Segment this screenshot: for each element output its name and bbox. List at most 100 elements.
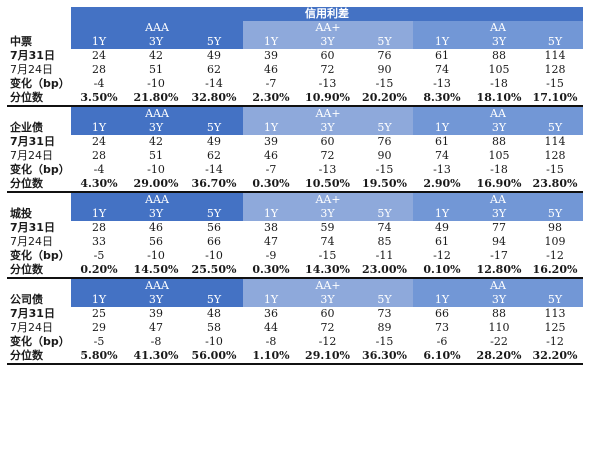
table-cell: -18 [471,77,527,91]
table-row: 分位数 3.50% 21.80% 32.80% 2.30% 10.90% 20.20% 8.3… [7,91,583,107]
tenor-header: 5Y [185,207,243,221]
tenor-header: 3Y [471,35,527,49]
table-cell: -9 [243,249,299,263]
table-cell: -15 [356,77,413,91]
table-cell: -13 [299,77,356,91]
tenor-header: 3Y [471,207,527,221]
table-cell: -10 [127,77,185,91]
table-cell: 16.90% [471,177,527,193]
table-cell: 51 [127,149,185,163]
table-cell: 2.30% [243,91,299,107]
table-cell: 39 [243,135,299,149]
table-cell: -4 [71,77,127,91]
table-cell: 18.10% [471,91,527,107]
table-cell: 20.20% [356,91,413,107]
table-cell: 56.00% [185,349,243,365]
tenor-header: 1Y [243,207,299,221]
tenor-header: 3Y [127,121,185,135]
tenor-header: 3Y [127,293,185,307]
row-label: 7月31日 [10,135,55,148]
table-cell: 1.10% [243,349,299,365]
table-cell: 29.00% [127,177,185,193]
table-cell: -5 [71,249,127,263]
tenor-header: 1Y [71,207,127,221]
tenor-header: 5Y [527,121,583,135]
table-cell: 49 [185,49,243,63]
table-row: 7月24日 28 51 62 46 72 90 74 105 128 [7,63,583,77]
table-cell: 49 [413,221,471,235]
table-cell: 88 [471,307,527,321]
table-cell: 109 [527,235,583,249]
table-row: 变化（bp） -5 -10 -10 -9 -15 -11 -12 -17 -12 [7,249,583,263]
tenor-header: 1Y [413,293,471,307]
table-cell: 36.70% [185,177,243,193]
rating-header-row: AAA AA+ AA [7,278,583,293]
tenor-header: 3Y [299,35,356,49]
row-label: 7月24日 [10,321,53,334]
table-cell: -12 [413,249,471,263]
table-row: 7月31日 24 42 49 39 60 76 61 88 114 [7,49,583,63]
table-cell: 72 [299,149,356,163]
table-cell: -22 [471,335,527,349]
tenor-header: 5Y [356,293,413,307]
table-cell: 88 [471,135,527,149]
table-cell: 23.00% [356,263,413,279]
rating-header: AA [413,106,583,121]
table-cell: 105 [471,149,527,163]
table-cell: 33 [71,235,127,249]
table-cell: 28 [71,63,127,77]
table-cell: 21.80% [127,91,185,107]
table-cell: 46 [127,221,185,235]
table-cell: 61 [413,235,471,249]
table-cell: 0.30% [243,263,299,279]
row-label: 变化（bp） [10,249,70,262]
section-corner [7,192,71,207]
table-cell: 28 [71,149,127,163]
table-cell: 46 [243,149,299,163]
table-cell: -14 [185,77,243,91]
tenor-header: 3Y [299,293,356,307]
credit-spread-table: 信用利差 AAA AA+ AA 中票 1Y 3Y 5Y 1Y 3Y 5Y 1Y 3Y 5Y 7月31日 24… [7,7,583,365]
rating-header: AA+ [243,192,413,207]
table-cell: -15 [527,163,583,177]
table-row: 变化（bp） -4 -10 -14 -7 -13 -15 -13 -18 -15 [7,163,583,177]
table-cell: 19.50% [356,177,413,193]
tenor-header: 5Y [527,293,583,307]
table-cell: 88 [471,49,527,63]
table-cell: 2.90% [413,177,471,193]
table-cell: -10 [127,163,185,177]
title-corner [7,7,71,21]
table-cell: 25 [71,307,127,321]
table-row: 7月31日 28 46 56 38 59 74 49 77 98 [7,221,583,235]
tenor-header: 3Y [471,293,527,307]
rating-header: AAA [71,21,243,35]
table-cell: 76 [356,49,413,63]
table-cell: 74 [413,149,471,163]
table-cell: 77 [471,221,527,235]
section-corner [7,21,71,35]
table-cell: 23.80% [527,177,583,193]
table-cell: 60 [299,135,356,149]
tenor-header: 5Y [356,121,413,135]
table-cell: -6 [413,335,471,349]
rating-header-row: AAA AA+ AA [7,106,583,121]
table-cell: 114 [527,135,583,149]
row-label: 分位数 [7,91,71,107]
table-cell: 42 [127,49,185,63]
table-cell: -13 [413,77,471,91]
table-cell: 94 [471,235,527,249]
tenor-header: 1Y [413,207,471,221]
table-row: 变化（bp） -4 -10 -14 -7 -13 -15 -13 -18 -15 [7,77,583,91]
rating-header: AAA [71,278,243,293]
title-row: 信用利差 [7,7,583,21]
rating-header: AA [413,278,583,293]
table-cell: -10 [185,335,243,349]
table-row: 分位数 5.80% 41.30% 56.00% 1.10% 29.10% 36.30% 6.1… [7,349,583,365]
table-cell: 28.20% [471,349,527,365]
tenor-header: 1Y [71,293,127,307]
tenor-header: 5Y [527,35,583,49]
table-cell: 38 [243,221,299,235]
table-title: 信用利差 [71,7,583,21]
table-cell: -5 [71,335,127,349]
tenor-header-row: 城投 1Y 3Y 5Y 1Y 3Y 5Y 1Y 3Y 5Y [7,207,583,221]
